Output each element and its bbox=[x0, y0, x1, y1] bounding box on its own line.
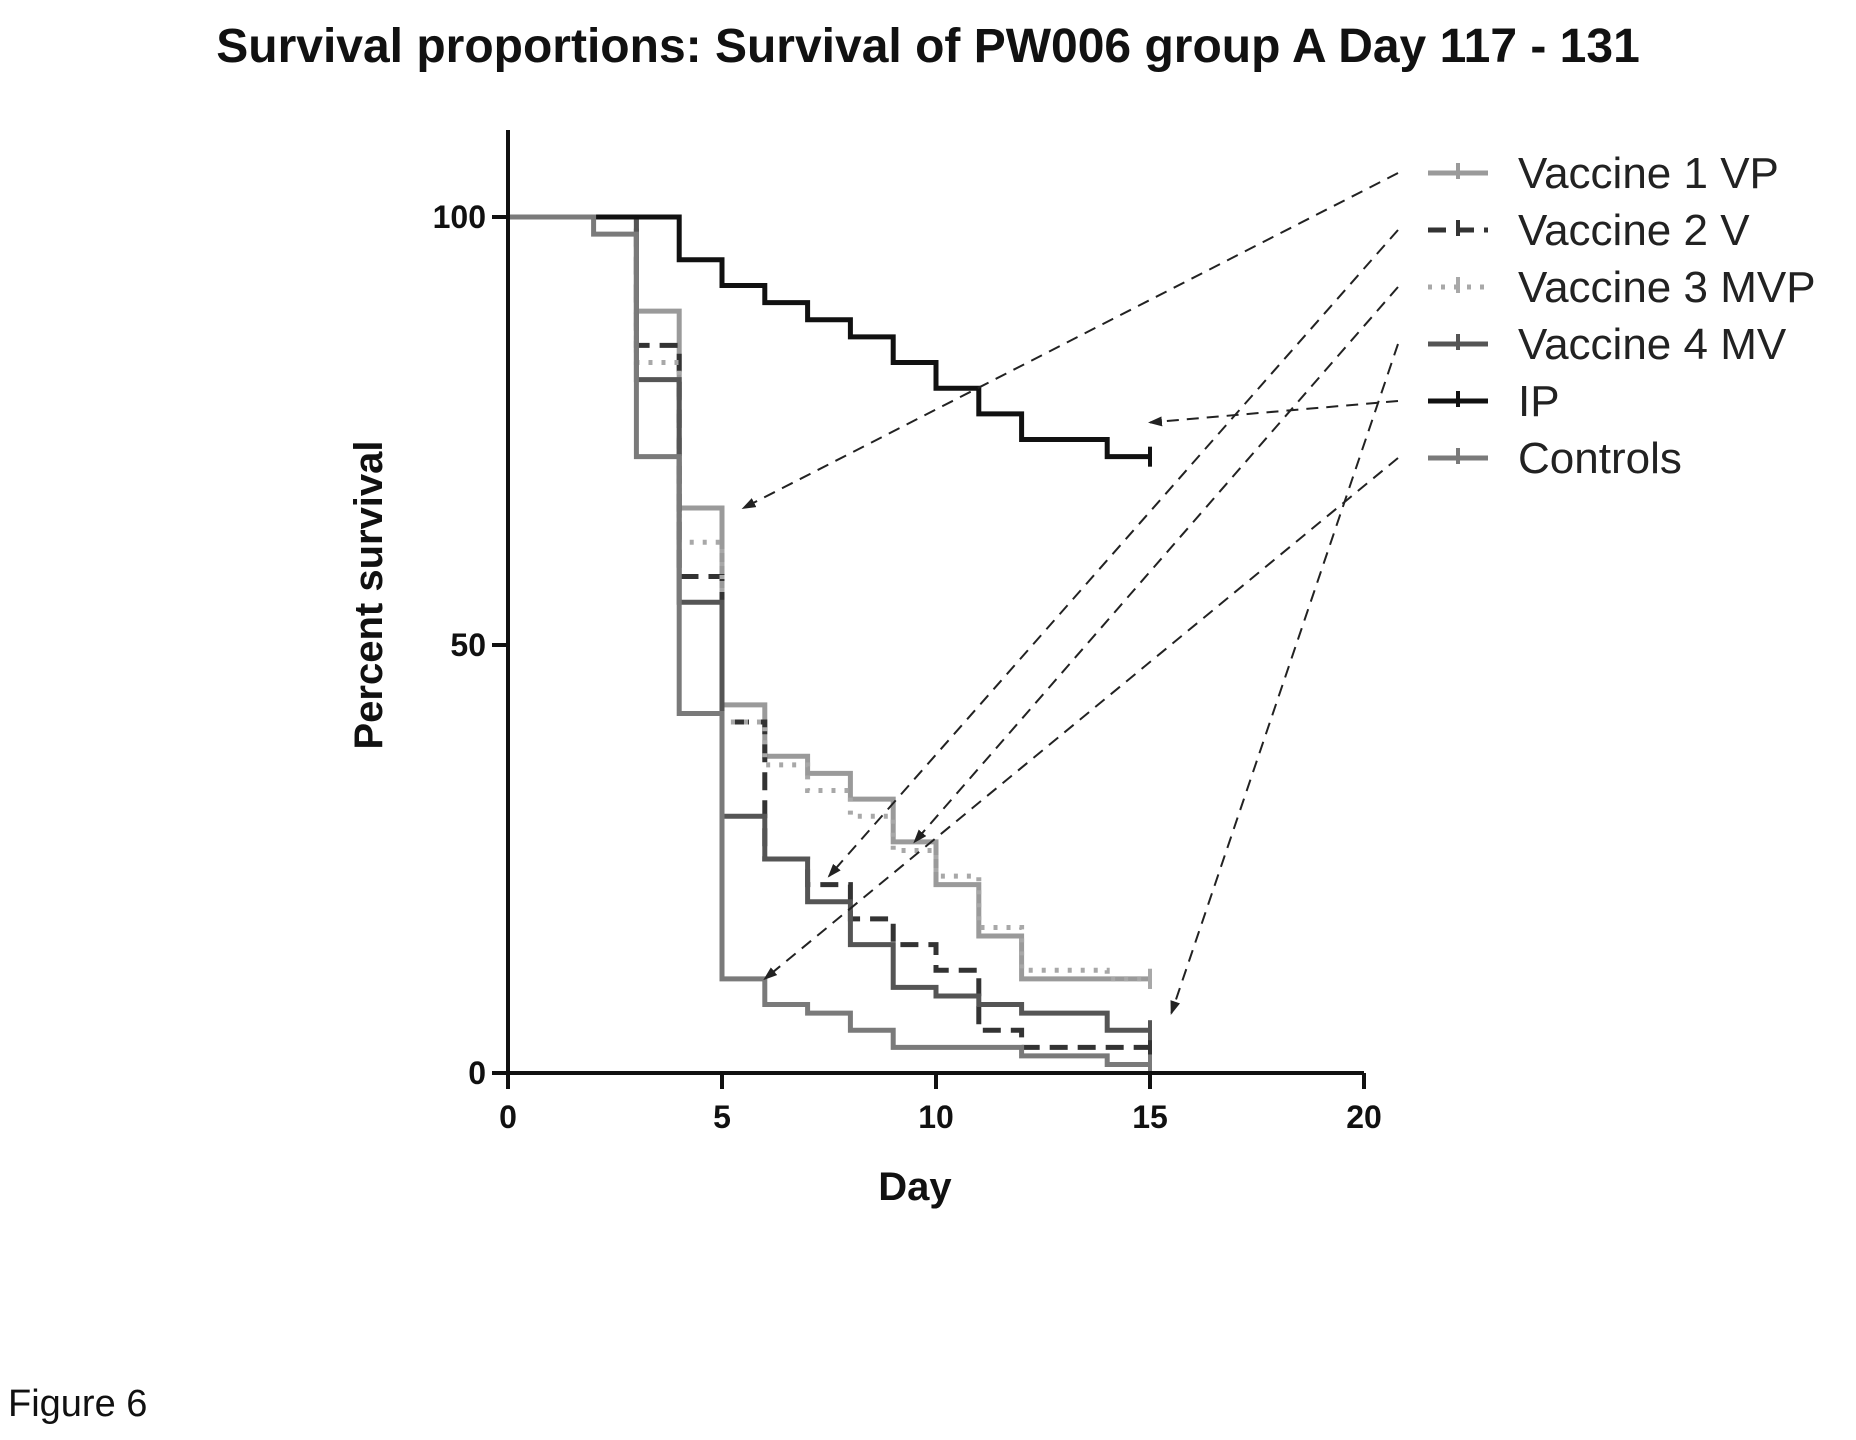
legend: Vaccine 1 VP Vaccine 2 V Vaccine 3 MVP Vacc… bbox=[1428, 149, 1816, 483]
x-tick-label: 10 bbox=[918, 1099, 954, 1135]
axes: 0 5 10 15 20 0 50 100 bbox=[433, 130, 1382, 1135]
x-tick-label: 20 bbox=[1346, 1099, 1382, 1135]
y-tick-label: 0 bbox=[468, 1055, 486, 1091]
y-axis-label: Percent survival bbox=[347, 440, 391, 749]
series-line-vaccine-1-vp bbox=[508, 214, 1150, 982]
x-tick-label: 5 bbox=[713, 1099, 731, 1135]
annotation-arrows bbox=[741, 172, 1399, 1015]
legend-label-vaccine-3-mvp: Vaccine 3 MVP bbox=[1518, 263, 1816, 312]
legend-label-controls: Controls bbox=[1518, 434, 1682, 483]
x-tick-label: 15 bbox=[1132, 1099, 1168, 1135]
legend-label-vaccine-1-vp: Vaccine 1 VP bbox=[1518, 149, 1779, 198]
y-tick-label: 50 bbox=[450, 627, 486, 663]
x-tick-label: 0 bbox=[499, 1099, 517, 1135]
legend-label-vaccine-2-v: Vaccine 2 V bbox=[1518, 206, 1750, 255]
y-tick-label: 100 bbox=[433, 199, 486, 235]
annotation-arrow bbox=[741, 172, 1399, 509]
y-axis-ticks: 0 50 100 bbox=[433, 199, 508, 1091]
series-layer bbox=[508, 214, 1152, 1075]
annotation-arrow bbox=[913, 286, 1399, 844]
figure-caption: Figure 6 bbox=[8, 1383, 147, 1425]
annotation-arrow bbox=[827, 229, 1399, 878]
annotation-arrow bbox=[1148, 400, 1399, 427]
series-line-controls bbox=[508, 214, 1150, 1067]
x-axis-label: Day bbox=[878, 1165, 952, 1209]
annotation-arrow bbox=[1170, 343, 1399, 1015]
series-line-ip bbox=[508, 214, 1150, 460]
annotation-arrow bbox=[763, 457, 1399, 981]
series-line-vaccine-3-mvp bbox=[508, 214, 1150, 982]
series-line-vaccine-2-v bbox=[508, 214, 1150, 1050]
chart-title: Survival proportions: Survival of PW006 … bbox=[216, 20, 1640, 73]
legend-label-ip: IP bbox=[1518, 377, 1560, 426]
series-line-vaccine-4-mv bbox=[508, 214, 1150, 1033]
legend-label-vaccine-4-mv: Vaccine 4 MV bbox=[1518, 320, 1787, 369]
x-axis-ticks: 0 5 10 15 20 bbox=[499, 1073, 1382, 1135]
